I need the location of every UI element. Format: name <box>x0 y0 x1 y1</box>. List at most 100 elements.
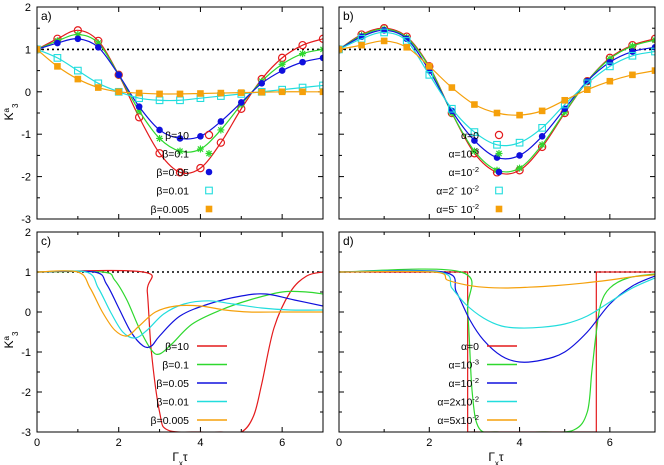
legend-marker <box>495 186 503 195</box>
legend-label: α=0 <box>461 130 479 142</box>
xlabel-right: Γxτ <box>488 450 504 465</box>
legend-marker <box>205 186 213 195</box>
data-point <box>448 104 456 113</box>
series-line <box>339 28 655 173</box>
data-point <box>448 84 456 91</box>
data-point <box>54 39 61 47</box>
data-point <box>196 145 204 153</box>
data-point <box>94 43 102 51</box>
legend-label: β=10 <box>165 130 189 142</box>
legend-label: β=0.005 <box>151 204 190 216</box>
legend-marker <box>204 130 214 140</box>
y-tick-label: 1 <box>25 44 31 56</box>
data-point <box>606 62 614 71</box>
data-point <box>115 88 123 96</box>
y-tick-label: 1 <box>25 267 31 279</box>
panel-a: -3 -2 -1 0 1 2 a) β=10 β=0.1 β=0.05 β=0.01 β=0.005 <box>21 2 324 226</box>
ylabel-bottom: Ka3 <box>2 331 20 348</box>
data-point <box>515 138 524 147</box>
data-point <box>583 86 591 93</box>
data-point <box>74 35 82 43</box>
legend-label: β=0.1 <box>162 149 189 161</box>
plot-frame <box>36 6 324 220</box>
y-tick-label: -1 <box>21 129 31 141</box>
y-tick-label: 0 <box>25 87 31 99</box>
data-point <box>37 46 41 53</box>
data-point <box>217 89 225 97</box>
series-line <box>339 268 655 432</box>
legend-label: β=0.05 <box>156 167 189 179</box>
legend-label-sup: -2 <box>472 413 479 422</box>
y-tick-label: -3 <box>21 214 31 226</box>
x-tick-label: 6 <box>607 437 613 449</box>
data-point <box>156 134 164 142</box>
data-point <box>156 90 163 98</box>
data-point <box>197 90 204 97</box>
panel-c: -3 -2 -1 0 1 2 0 2 4 6 c) β=10 β=0.1 β=0.05 β=0.01 β=0.… <box>21 227 324 449</box>
data-point <box>471 137 478 144</box>
data-point <box>278 88 286 96</box>
data-point <box>196 163 205 173</box>
data-point <box>358 41 365 49</box>
series-line <box>37 270 323 349</box>
data-point <box>299 50 307 58</box>
legend-marker <box>495 205 503 213</box>
data-point <box>216 138 226 147</box>
series-line <box>37 269 323 432</box>
data-point <box>176 147 184 155</box>
legend-marker <box>495 168 503 176</box>
data-point <box>651 43 655 51</box>
plot-frame <box>338 231 656 433</box>
legend-marker <box>205 168 213 176</box>
data-point <box>237 99 245 106</box>
series-line <box>37 270 323 339</box>
legend-marker <box>205 205 213 213</box>
data-point <box>319 88 323 96</box>
data-point <box>156 126 163 134</box>
y-tick-label: -3 <box>21 427 31 439</box>
legend-label: β=0.05 <box>156 378 189 390</box>
panel-label: b) <box>343 9 354 23</box>
data-point <box>516 111 523 119</box>
data-point <box>299 88 306 96</box>
legend-label-sup: -2 <box>472 394 479 403</box>
legend-marker <box>494 130 504 140</box>
legend-marker <box>495 150 503 157</box>
data-point <box>606 58 614 66</box>
y-tick-label: -1 <box>21 347 31 359</box>
data-point <box>114 70 123 80</box>
series-group <box>37 26 323 177</box>
data-point <box>74 66 82 75</box>
legend-marker <box>205 150 213 157</box>
data-point <box>493 140 501 149</box>
data-point <box>380 28 388 37</box>
y-tick-label: 2 <box>25 227 31 239</box>
series-line <box>339 271 655 432</box>
legend-label: α=10-3 <box>448 146 479 161</box>
data-point <box>538 133 546 140</box>
data-point <box>516 152 523 159</box>
panel-label: a) <box>41 9 52 23</box>
data-point <box>135 107 143 115</box>
legend-label: α=2ˉ 10-2 <box>436 183 479 198</box>
data-point <box>538 107 546 115</box>
legend-label: β=0.1 <box>162 360 189 372</box>
data-point <box>516 164 524 172</box>
data-point <box>403 43 411 51</box>
ylabel-top: Ka3 <box>2 103 20 120</box>
series-line <box>339 31 655 147</box>
y-tick-label: -2 <box>21 172 31 184</box>
legend-label: β=10 <box>165 341 189 353</box>
data-point <box>319 81 323 90</box>
series-group <box>339 268 655 432</box>
data-point <box>299 58 306 66</box>
data-point <box>217 118 225 125</box>
data-point <box>470 128 479 136</box>
data-point <box>561 105 569 113</box>
data-point <box>175 168 185 177</box>
data-point <box>561 108 569 116</box>
legend-label: β=0.01 <box>156 397 189 409</box>
data-point <box>561 96 569 104</box>
legend-label-sup: -3 <box>472 357 479 366</box>
